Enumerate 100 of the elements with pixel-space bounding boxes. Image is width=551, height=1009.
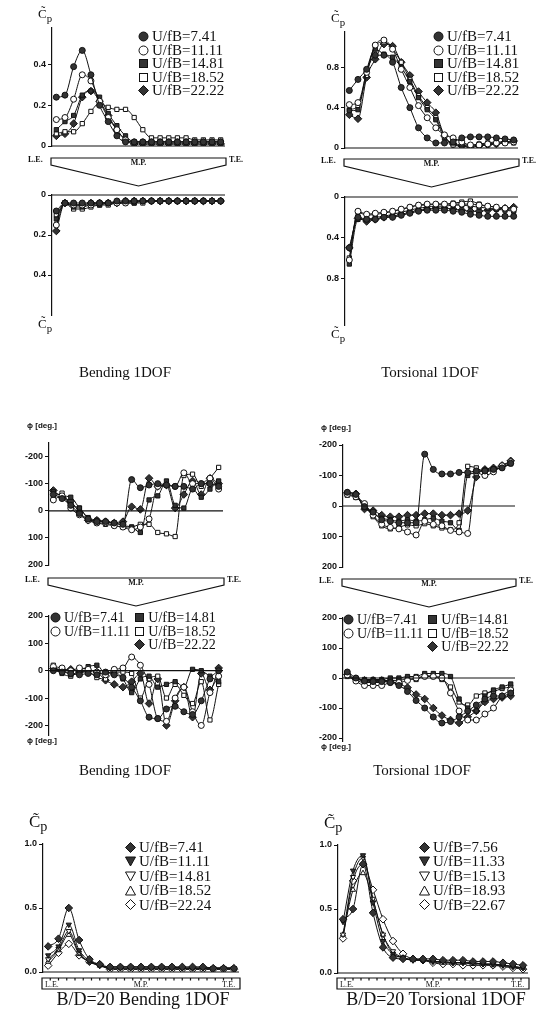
text: T.E. — [511, 980, 525, 989]
y-tick-label: 100 — [27, 532, 43, 543]
y-tick-label: 100 — [321, 642, 337, 653]
legend-label: U/fB=18.52 — [152, 68, 225, 85]
legend-label: U/fB=11.11 — [447, 41, 519, 58]
y-tick-label: 0.4 — [326, 102, 339, 113]
y-axis-title: C̃$_{p}$ — [331, 10, 346, 28]
y-tick-label: 0.0 — [319, 967, 332, 978]
text: L.E. — [28, 155, 43, 164]
y-tick-label: 0.0 — [24, 966, 37, 977]
text: M.P. — [425, 980, 441, 989]
y-tick-label: 200 — [27, 610, 43, 621]
text: Torsional 1DOF — [373, 762, 471, 778]
legend-label: U/fB=14.81 — [441, 612, 509, 627]
text: L.E. — [319, 576, 334, 585]
y-tick-label: -100 — [318, 702, 337, 713]
legend-label: U/fB=22.22 — [441, 639, 509, 654]
y-tick-label: 0 — [331, 500, 337, 511]
y-tick-label: 200 — [27, 559, 43, 570]
y-tick-label: 0 — [40, 189, 46, 200]
text: Torsional 1DOF — [381, 364, 479, 380]
y-tick-label: -200 — [24, 451, 43, 462]
y-tick-label: -100 — [24, 478, 43, 489]
legend-label: U/fB=7.41 — [64, 610, 125, 625]
y-tick-label: 0 — [40, 140, 46, 151]
legend-label: U/fB=14.81 — [139, 867, 212, 884]
y-tick-label: 0.5 — [24, 902, 37, 913]
y-axis-title: C̃$_{p}$ — [38, 6, 53, 24]
legend-label: U/fB=14.81 — [148, 610, 216, 625]
y-axis-title: ϕ [deg.] — [27, 736, 57, 745]
y-tick-label: 100 — [27, 637, 43, 648]
y-axis-title: C̃$_{p}$ — [29, 812, 48, 836]
y-tick-label: 0.5 — [319, 903, 332, 914]
legend-label: U/fB=22.24 — [139, 896, 212, 913]
legend-label: U/fB=11.11 — [152, 41, 224, 58]
y-tick-label: 0 — [37, 505, 43, 516]
text: L.E. — [340, 980, 354, 989]
y-tick-label: 0 — [333, 142, 339, 153]
text: T.E. — [222, 980, 236, 989]
legend-label: U/fB=22.22 — [447, 82, 520, 98]
legend-label: U/fB=18.52 — [148, 623, 216, 639]
text: T.E. — [229, 155, 244, 164]
y-tick-label: 0.8 — [326, 61, 339, 72]
text: Bending 1DOF — [78, 364, 172, 380]
y-tick-label: 1.0 — [319, 839, 332, 850]
y-tick-label: 0.4 — [33, 59, 46, 70]
y-tick-label: 200 — [321, 561, 337, 572]
text: M.P. — [130, 158, 147, 167]
legend-label: U/fB=18.52 — [447, 68, 520, 85]
text: T.E. — [522, 156, 537, 165]
y-tick-label: 0 — [37, 665, 43, 676]
y-axis-title: ϕ [deg.] — [27, 421, 57, 430]
legend-label: U/fB=11.11 — [357, 625, 424, 641]
legend-label: U/fB=14.81 — [152, 55, 225, 71]
text: L.E. — [321, 156, 336, 165]
text: L.E. — [25, 575, 40, 584]
y-axis-title: C̃$_{p}$ — [38, 316, 53, 334]
legend-label: U/fB=11.11 — [139, 853, 211, 870]
text: Bending 1DOF — [78, 762, 172, 778]
y-tick-label: 0.2 — [33, 229, 46, 240]
y-tick-label: 0.4 — [326, 232, 339, 243]
y-tick-label: -200 — [318, 732, 337, 743]
legend-label: U/fB=7.56 — [433, 839, 498, 855]
text: M.P. — [421, 579, 437, 588]
y-tick-label: 0.4 — [33, 269, 46, 280]
legend-label: U/fB=15.13 — [433, 867, 506, 884]
legend-label: U/fB=18.52 — [139, 882, 212, 899]
y-tick-label: 0.8 — [326, 272, 339, 283]
y-tick-label: -200 — [24, 719, 43, 730]
legend-label: U/fB=7.41 — [139, 839, 204, 855]
y-axis-title: C̃$_{p}$ — [324, 813, 343, 837]
y-tick-label: 200 — [321, 612, 337, 623]
legend-label: U/fB=11.33 — [433, 853, 505, 870]
y-tick-label: 0 — [333, 191, 339, 202]
legend-label: U/fB=7.41 — [357, 612, 418, 627]
legend-label: U/fB=22.22 — [152, 82, 225, 98]
legend-label: U/fB=22.67 — [433, 896, 506, 913]
text: M.P. — [423, 159, 440, 168]
y-tick-label: 0 — [331, 672, 337, 683]
legend-label: U/fB=22.22 — [148, 637, 216, 652]
y-tick-label: 1.0 — [24, 838, 37, 849]
legend-label: U/fB=18.93 — [433, 882, 506, 899]
y-axis-title: C̃$_{p}$ — [331, 326, 346, 344]
y-tick-label: -200 — [318, 439, 337, 450]
y-tick-label: 100 — [321, 530, 337, 541]
y-tick-label: -100 — [318, 469, 337, 480]
text: M.P. — [133, 980, 149, 989]
text: T.E. — [519, 576, 534, 585]
legend-label: U/fB=18.52 — [441, 625, 509, 641]
y-tick-label: -100 — [24, 692, 43, 703]
text: L.E. — [45, 980, 59, 989]
y-tick-label: 0.2 — [33, 99, 46, 110]
text: B/D=20 Bending 1DOF — [56, 989, 230, 1009]
text: B/D=20 Torsional 1DOF — [346, 989, 526, 1009]
legend-label: U/fB=14.81 — [447, 55, 520, 71]
text: T.E. — [227, 575, 242, 584]
y-axis-title: ϕ [deg.] — [321, 423, 351, 432]
text: M.P. — [128, 578, 144, 587]
legend-label: U/fB=11.11 — [64, 623, 131, 639]
legend-label: U/fB=7.41 — [447, 28, 512, 44]
